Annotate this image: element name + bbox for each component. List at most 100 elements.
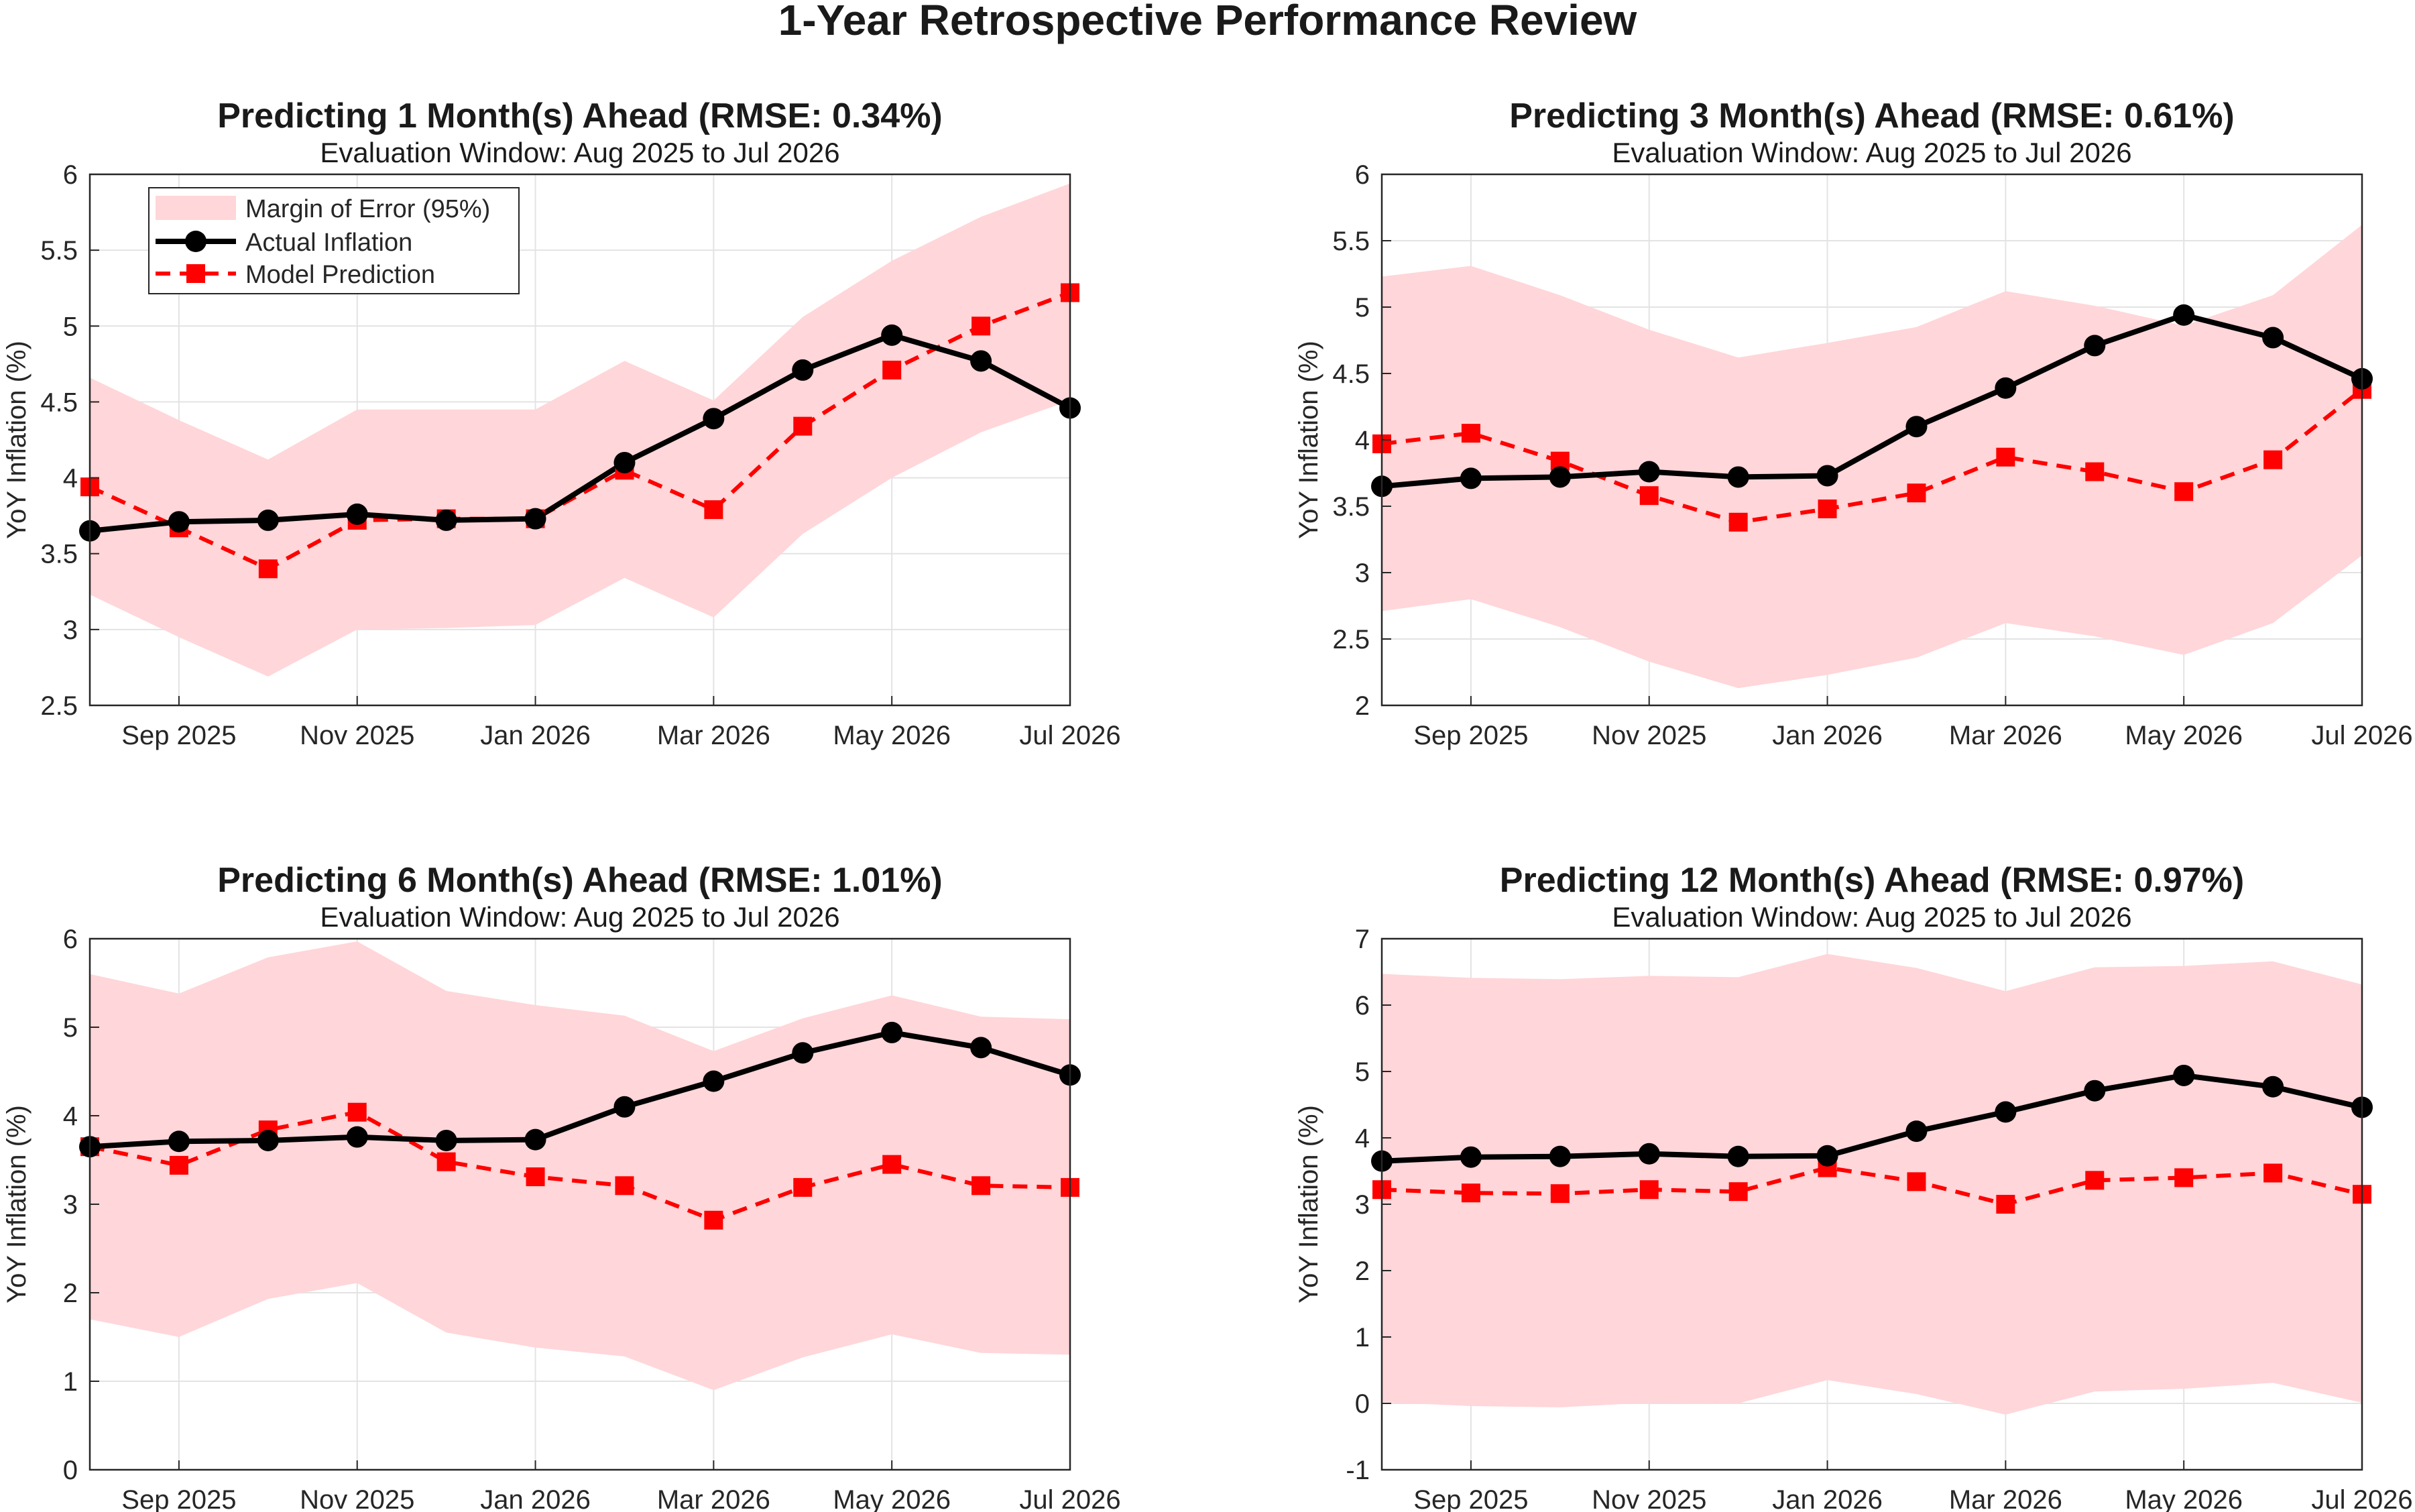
actual-point — [524, 1128, 546, 1151]
y-axis-label: YoY Inflation (%) — [2, 341, 32, 539]
actual-point — [703, 1070, 725, 1092]
actual-point — [168, 1130, 190, 1153]
chart-panel-2: 2 2.5 3 3.5 4 4.5 5 5.5 6 Sep 2025 Nov 2025 Jan 202… — [1294, 97, 2413, 750]
y-axis-label: YoY Inflation (%) — [2, 1105, 32, 1303]
x-tick-label: Jul 2026 — [1019, 1485, 1120, 1512]
y-tick-label: 4 — [63, 1102, 78, 1131]
x-tick-label: Jan 2026 — [1772, 721, 1883, 750]
legend-marker-actual — [185, 231, 207, 252]
y-tick-label: 5 — [63, 312, 78, 341]
x-tick-label: May 2026 — [2125, 721, 2243, 750]
actual-point — [1727, 1145, 1749, 1167]
prediction-point — [793, 1177, 813, 1197]
panel-subtitle: Evaluation Window: Aug 2025 to Jul 2026 — [1612, 901, 2131, 933]
prediction-line — [1381, 388, 2363, 524]
y-tick-label: 2.5 — [1332, 625, 1370, 654]
y-tick-label: 4.5 — [40, 388, 78, 417]
y-tick-label: 3 — [63, 616, 78, 645]
prediction-point — [2085, 1171, 2105, 1190]
x-tick-label: Jan 2026 — [480, 1485, 591, 1512]
legend-entry: Margin of Error (95%) — [245, 195, 490, 223]
actual-point — [1549, 1145, 1571, 1167]
confidence-band — [90, 183, 1070, 677]
prediction-point — [1461, 1183, 1480, 1203]
actual-point — [257, 509, 279, 531]
prediction-point — [1639, 486, 1659, 506]
x-tick-label: May 2026 — [833, 721, 951, 750]
actual-point — [1638, 461, 1660, 483]
y-tick-label: 5.5 — [40, 236, 78, 266]
prediction-point — [704, 500, 723, 520]
actual-point — [1905, 1120, 1928, 1143]
prediction-line — [89, 290, 1071, 571]
actual-point — [1816, 1145, 1838, 1167]
y-tick-label: 2 — [1355, 1257, 1370, 1286]
x-tick-label: Sep 2025 — [1413, 1485, 1528, 1512]
y-tick-label: 5 — [1355, 1057, 1370, 1087]
actual-point — [792, 1042, 814, 1064]
prediction-point — [2263, 1163, 2283, 1183]
y-tick-label: 4 — [1355, 1124, 1370, 1153]
prediction-point — [1728, 1182, 1748, 1202]
y-tick-label: 7 — [1355, 925, 1370, 954]
actual-point — [1905, 416, 1928, 438]
x-tick-label: Nov 2025 — [300, 721, 414, 750]
legend: Margin of Error (95%) Actual Inflation Mod… — [148, 187, 520, 294]
y-tick-label: 4.5 — [1332, 359, 1370, 389]
prediction-point — [1550, 1184, 1570, 1204]
y-axis-label: YoY Inflation (%) — [1294, 1105, 1323, 1303]
panel-title: Predicting 12 Month(s) Ahead (RMSE: 0.97… — [1500, 861, 2244, 900]
actual-point — [435, 509, 457, 531]
actual-point — [1816, 465, 1838, 487]
actual-line — [1381, 1072, 2363, 1164]
axes-frame — [89, 173, 1071, 707]
prediction-point — [1818, 499, 1837, 518]
panel-subtitle: Evaluation Window: Aug 2025 to Jul 2026 — [1612, 137, 2131, 168]
y-tick-label: 1 — [63, 1367, 78, 1397]
y-tick-label: 5.5 — [1332, 227, 1370, 256]
actual-point — [2173, 304, 2195, 326]
x-tick-label: Jul 2026 — [2311, 1485, 2412, 1512]
y-tick-label: 1 — [1355, 1323, 1370, 1352]
confidence-band — [90, 941, 1070, 1391]
actual-point — [881, 1021, 903, 1043]
y-tick-label: 5 — [1355, 293, 1370, 323]
actual-point — [346, 503, 368, 525]
actual-point — [703, 408, 725, 430]
prediction-point — [2174, 482, 2194, 502]
actual-point — [168, 511, 190, 533]
actual-point — [2173, 1064, 2195, 1086]
x-tick-label: Sep 2025 — [1413, 721, 1528, 750]
y-tick-label: 3 — [1355, 559, 1370, 588]
prediction-point — [2263, 450, 2283, 469]
actual-point — [524, 508, 546, 530]
prediction-point — [2085, 462, 2105, 481]
legend-swatch-band — [156, 196, 236, 220]
x-tick-label: Mar 2026 — [657, 721, 770, 750]
prediction-point — [526, 1167, 545, 1187]
prediction-point — [1907, 1172, 1926, 1191]
x-tick-label: Nov 2025 — [1592, 1485, 1706, 1512]
x-tick-label: Mar 2026 — [1949, 1485, 2062, 1512]
prediction-line — [89, 1110, 1071, 1223]
prediction-point — [347, 1102, 367, 1122]
y-tick-label: 6 — [1355, 160, 1370, 190]
chart-panel-4: -1 0 1 2 3 4 5 6 7 Sep 2025 Nov 2025 Jan 2026 Mar 20… — [1294, 861, 2413, 1512]
actual-point — [1995, 377, 2017, 399]
y-tick-label: 4 — [1355, 426, 1370, 455]
actual-point — [2084, 335, 2106, 357]
prediction-point — [169, 1155, 188, 1175]
chart-panel-3: 0 1 2 3 4 5 6 Sep 2025 Nov 2025 Jan 2026 Mar 2026 M… — [2, 861, 1121, 1512]
panel-title: Predicting 1 Month(s) Ahead (RMSE: 0.34%… — [217, 97, 943, 135]
prediction-point — [1907, 483, 1926, 503]
x-tick-label: Mar 2026 — [1949, 721, 2062, 750]
actual-line — [89, 332, 1071, 534]
prediction-point — [704, 1210, 723, 1230]
prediction-point — [615, 1176, 634, 1196]
actual-point — [2084, 1080, 2106, 1102]
actual-point — [1549, 466, 1571, 488]
actual-point — [970, 350, 992, 372]
y-tick-label: 2 — [1355, 691, 1370, 721]
y-tick-label: 4 — [63, 464, 78, 493]
prediction-point — [436, 1152, 456, 1171]
